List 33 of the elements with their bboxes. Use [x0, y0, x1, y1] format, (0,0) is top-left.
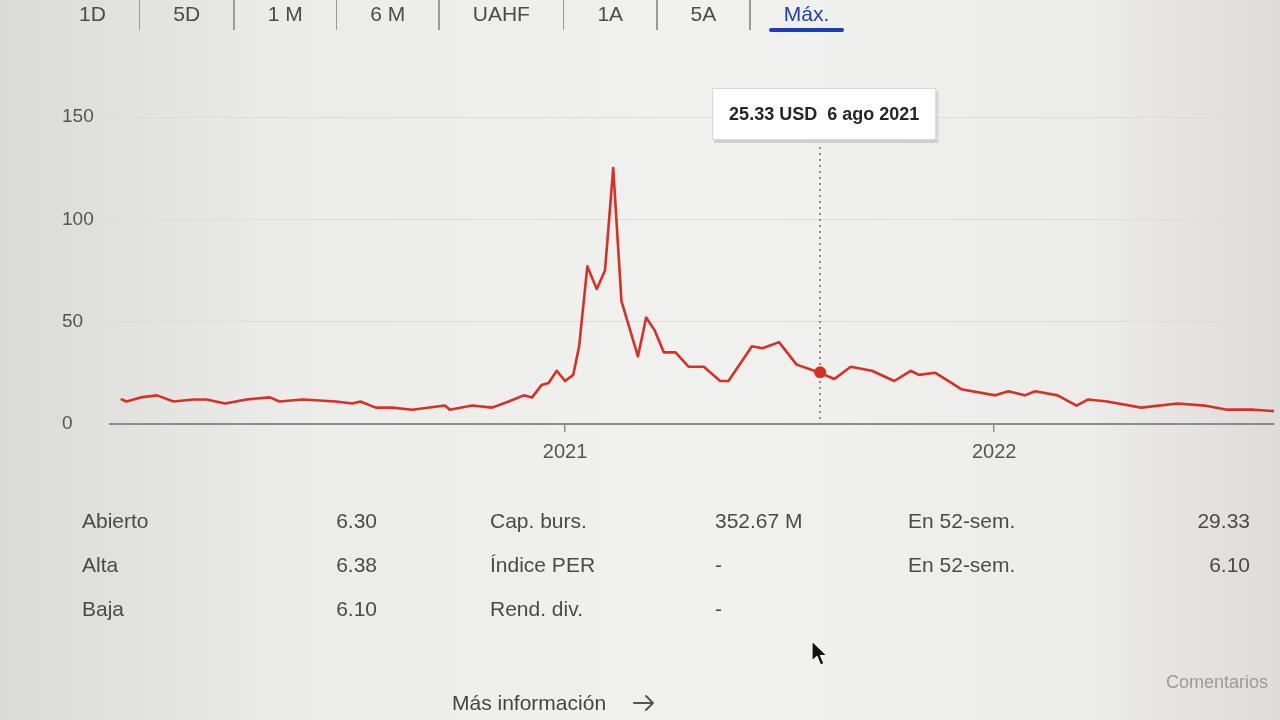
category-label: 1 M — [267, 2, 303, 25]
y-tick-label: 0 — [62, 412, 73, 434]
category-label: 6 M — [370, 2, 406, 25]
category-label: Baja — [82, 596, 125, 622]
text: 6.38 — [336, 553, 377, 576]
x-tick-label: 2022 — [971, 439, 1017, 462]
text: Comentarios — [1165, 671, 1268, 693]
category-label: 5D — [173, 2, 201, 25]
text: 6.10 — [336, 597, 377, 620]
y-tick-label: 150 — [62, 105, 94, 127]
category-label: Abierto — [82, 508, 149, 534]
text: 6.30 — [336, 509, 377, 532]
category-label: En 52-sem. — [908, 552, 1016, 578]
category-label: Máx. — [783, 2, 830, 25]
category-label: Cap. burs. — [490, 508, 587, 534]
y-tick-label: 50 — [62, 309, 84, 331]
y-tick-label: 100 — [62, 207, 94, 229]
category-label: UAHF — [472, 2, 530, 25]
text: 29.33 — [1197, 509, 1250, 532]
text: 352.67 M — [715, 509, 803, 532]
category-label: 1D — [79, 2, 106, 25]
category-label: En 52-sem. — [908, 508, 1016, 534]
text: 6.10 — [1209, 553, 1250, 576]
text: - — [715, 597, 722, 620]
category-label: 5A — [690, 2, 717, 25]
category-label: 1A — [597, 2, 624, 25]
category-label: Rend. div. — [490, 596, 583, 622]
ref-line-label: 25.33 USD 6 ago 2021 — [729, 103, 920, 124]
x-tick-label: 2021 — [542, 439, 588, 462]
category-label: Índice PER — [490, 552, 596, 578]
text: - — [715, 553, 722, 576]
category-label: Alta — [82, 552, 119, 578]
text: Más información — [452, 690, 607, 716]
